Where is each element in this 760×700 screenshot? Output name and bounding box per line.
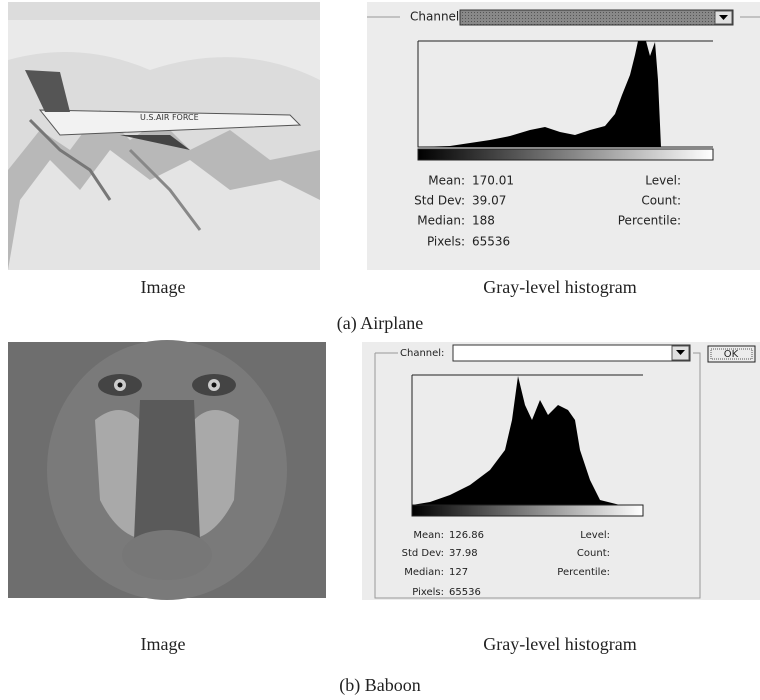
gray-bar <box>418 149 713 160</box>
histogram-dialog: Channel: Mean: 170.01 Std Dev: 39.07 Med… <box>367 2 760 270</box>
stat-label: Level: <box>645 174 681 188</box>
stat-label: Count: <box>577 548 610 559</box>
stat-value: 39.07 <box>472 194 506 208</box>
stat-value: 127 <box>449 567 468 578</box>
histogram-dialog: Channel: OK Mean: 126.86 Std Dev: 37.98 … <box>362 342 760 600</box>
gray-bar <box>412 505 643 516</box>
stat-label: Level: <box>580 530 610 541</box>
airplane-image: U.S.AIR FORCE <box>8 2 320 270</box>
stat-label: Std Dev: <box>414 194 465 208</box>
subfigure-caption: (a) Airplane <box>337 313 423 334</box>
stat-value: 126.86 <box>449 530 484 541</box>
stat-label: Mean: <box>428 174 465 188</box>
image-caption: Image <box>141 277 186 297</box>
stat-label: Median: <box>417 214 465 228</box>
figure: U.S.AIR FORCE Channel: Mean: 170.01 Std … <box>0 0 760 700</box>
channel-dropdown[interactable] <box>453 345 690 361</box>
ok-label: OK <box>724 349 739 360</box>
stat-label: Std Dev: <box>402 548 444 559</box>
channel-label: Channel: <box>400 348 444 359</box>
svg-text:U.S.AIR FORCE: U.S.AIR FORCE <box>140 113 199 122</box>
histogram-caption: Gray-level histogram <box>483 634 636 654</box>
stat-label: Pixels: <box>427 235 465 249</box>
subfigure-caption: (b) Baboon <box>339 675 420 696</box>
stat-label: Pixels: <box>412 587 444 598</box>
stat-value: 37.98 <box>449 548 478 559</box>
stat-label: Percentile: <box>557 567 610 578</box>
stat-label: Median: <box>404 567 444 578</box>
image-caption: Image <box>141 634 186 654</box>
histogram-caption: Gray-level histogram <box>483 277 636 297</box>
channel-label: Channel: <box>410 10 463 24</box>
stat-label: Mean: <box>413 530 444 541</box>
stat-value: 170.01 <box>472 174 514 188</box>
stat-label: Percentile: <box>618 214 681 228</box>
channel-dropdown[interactable] <box>460 10 733 25</box>
stat-label: Count: <box>641 194 681 208</box>
stat-value: 65536 <box>449 587 481 598</box>
stat-value: 188 <box>472 214 495 228</box>
baboon-image <box>8 340 326 600</box>
stat-value: 65536 <box>472 235 510 249</box>
